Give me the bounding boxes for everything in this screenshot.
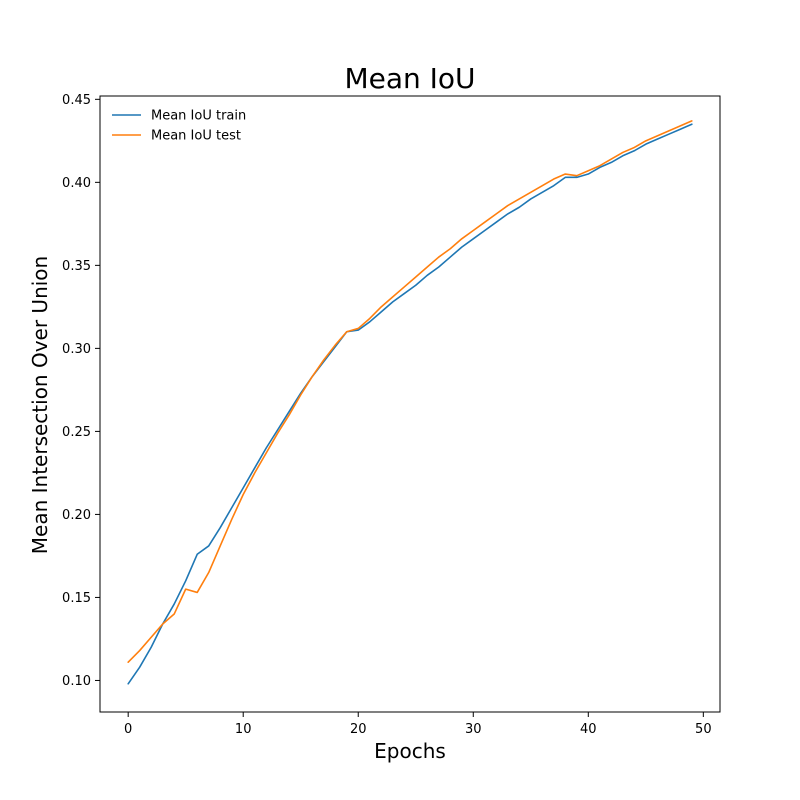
y-tick-label: 0.10 xyxy=(62,674,91,689)
y-tick-label: 0.15 xyxy=(62,591,91,606)
series-lines xyxy=(127,120,693,685)
y-tick-label: 0.35 xyxy=(62,259,91,274)
chart-title: Mean IoU xyxy=(344,62,475,95)
y-tick-label: 0.25 xyxy=(62,425,91,440)
y-tick-label: 0.30 xyxy=(62,342,91,357)
x-axis-label: Epochs xyxy=(374,739,446,763)
legend-label: Mean IoU test xyxy=(151,129,241,144)
y-axis-label: Mean Intersection Over Union xyxy=(28,256,52,554)
x-tick-label: 0 xyxy=(124,722,132,737)
x-tick-label: 30 xyxy=(465,722,482,737)
legend: Mean IoU train Mean IoU test xyxy=(112,109,246,144)
axis-ticks: 0 10 20 30 40 50 0.10 0.15 0.20 0.25 0.30 0.35 0.40 0… xyxy=(62,93,712,737)
series-line-test xyxy=(127,120,693,663)
x-tick-label: 20 xyxy=(350,722,367,737)
plot-frame xyxy=(99,95,721,713)
legend-label: Mean IoU train xyxy=(151,109,246,124)
x-tick-label: 10 xyxy=(235,722,252,737)
x-tick-label: 40 xyxy=(580,722,597,737)
x-tick-label: 50 xyxy=(695,722,712,737)
y-tick-label: 0.40 xyxy=(62,176,91,191)
y-tick-label: 0.20 xyxy=(62,508,91,523)
y-tick-label: 0.45 xyxy=(62,93,91,108)
series-line-train xyxy=(127,123,693,685)
